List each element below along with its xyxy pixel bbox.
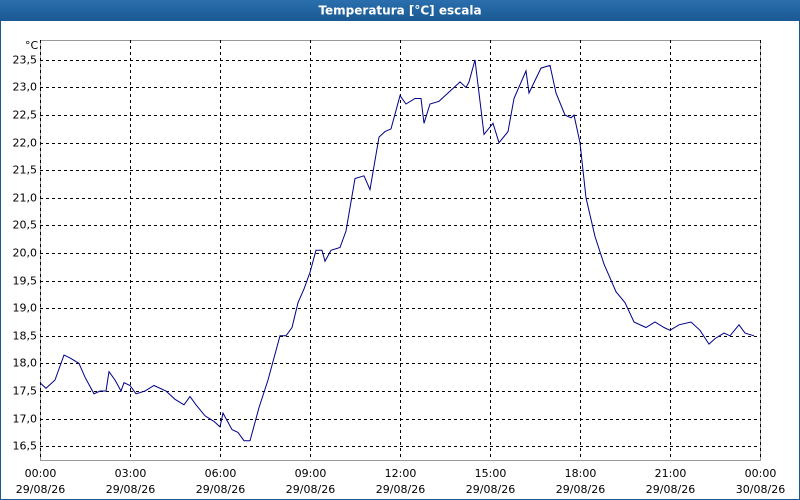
x-tick-label: 09:00 xyxy=(295,467,327,480)
y-tick-label: 21,0 xyxy=(13,192,38,205)
x-tick-label: 12:00 xyxy=(385,467,417,480)
x-tick-label: 03:00 xyxy=(115,467,147,480)
y-tick-label: 19,5 xyxy=(13,275,38,288)
x-tick-label: 29/08/26 xyxy=(286,483,335,496)
y-tick-label: 23,5 xyxy=(13,54,38,67)
x-tick-label: 21:00 xyxy=(655,467,687,480)
x-tick-label: 18:00 xyxy=(565,467,597,480)
chart-title: Temperatura [°C] escala xyxy=(318,4,481,18)
x-tick-label: 29/08/26 xyxy=(646,483,695,496)
y-tick-label: 20,5 xyxy=(13,219,38,232)
y-tick-label: 21,5 xyxy=(13,164,38,177)
x-tick-label: 29/08/26 xyxy=(16,483,65,496)
y-tick-label: 20,0 xyxy=(13,247,38,260)
title-bar xyxy=(0,0,800,20)
y-tick-label: 17,5 xyxy=(13,385,38,398)
y-tick-label: 22,0 xyxy=(13,137,38,150)
x-tick-label: 29/08/26 xyxy=(106,483,155,496)
y-tick-label: 23,0 xyxy=(13,81,38,94)
temperature-line xyxy=(39,59,755,442)
x-tick-label: 29/08/26 xyxy=(556,483,605,496)
x-tick-label: 00:00 xyxy=(25,467,57,480)
y-tick-label: 18,5 xyxy=(13,330,38,343)
x-tick-label: 06:00 xyxy=(205,467,237,480)
x-tick-label: 29/08/26 xyxy=(376,483,425,496)
x-tick-label: 00:00 xyxy=(745,467,777,480)
y-tick-label: 19,0 xyxy=(13,302,38,315)
y-unit: °C xyxy=(25,39,39,52)
y-tick-label: 17,0 xyxy=(13,413,38,426)
x-tick-label: 29/08/26 xyxy=(196,483,245,496)
y-tick-label: 22,5 xyxy=(13,109,38,122)
x-tick-label: 15:00 xyxy=(475,467,507,480)
x-tick-label: 29/08/26 xyxy=(466,483,515,496)
y-tick-label: 18,0 xyxy=(13,357,38,370)
y-tick-label: 16,5 xyxy=(13,440,38,453)
x-tick-label: 30/08/26 xyxy=(736,483,785,496)
